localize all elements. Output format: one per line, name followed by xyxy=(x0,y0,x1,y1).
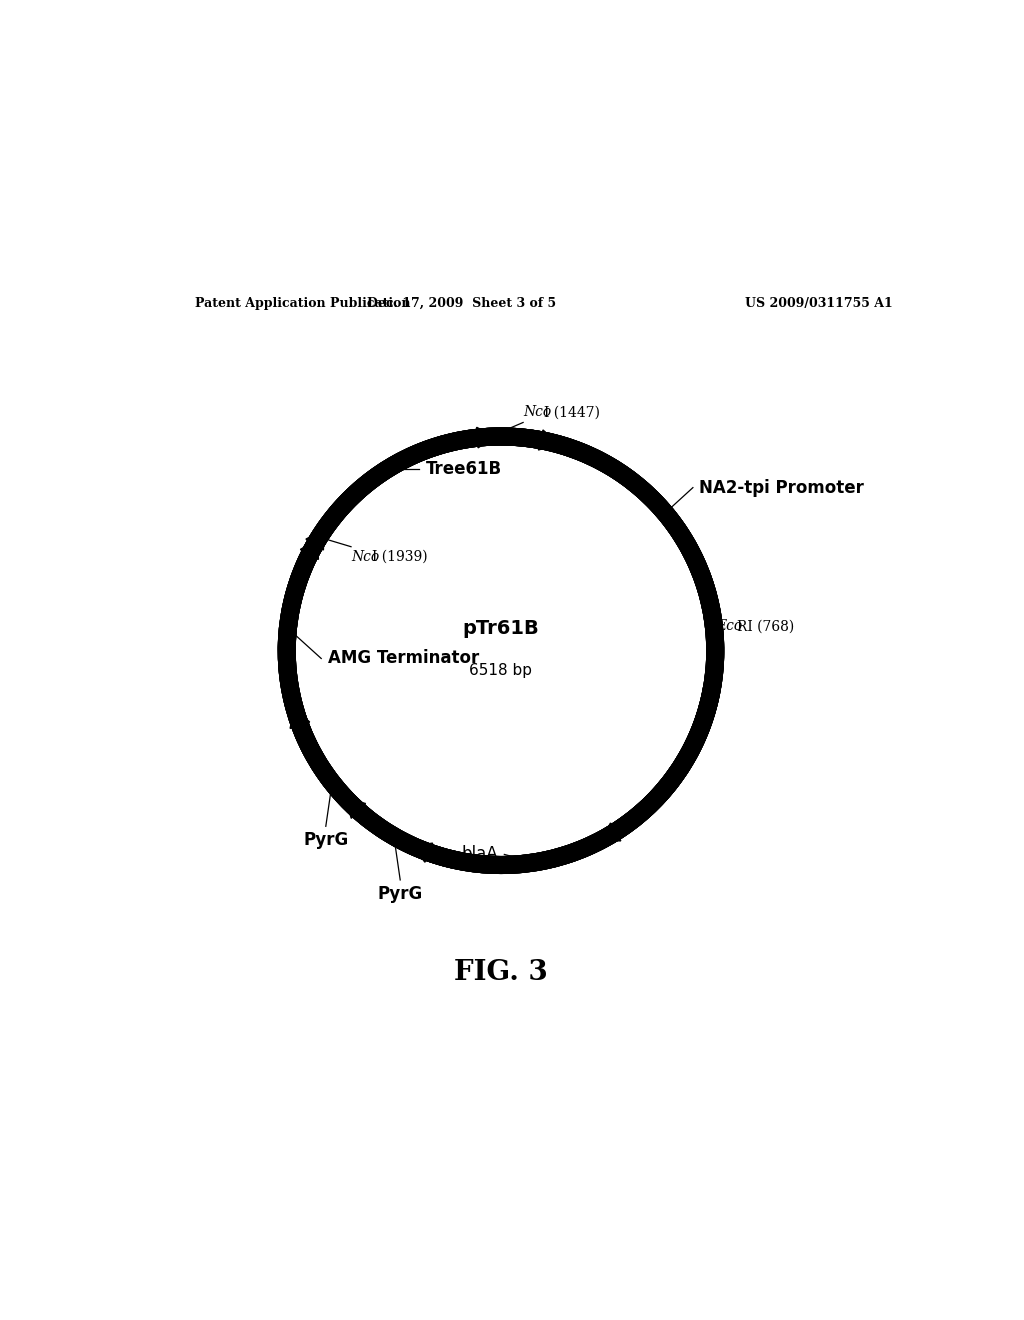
Text: NA2-tpi Promoter: NA2-tpi Promoter xyxy=(699,479,864,496)
Text: PyrG: PyrG xyxy=(378,884,423,903)
Text: Patent Application Publication: Patent Application Publication xyxy=(196,297,411,310)
Text: Tree61B: Tree61B xyxy=(426,459,502,478)
Text: US 2009/0311755 A1: US 2009/0311755 A1 xyxy=(744,297,892,310)
Text: FIG. 3: FIG. 3 xyxy=(454,958,548,986)
Polygon shape xyxy=(600,822,621,841)
Polygon shape xyxy=(346,799,366,818)
Text: I (1447): I (1447) xyxy=(544,405,600,420)
Polygon shape xyxy=(539,430,558,450)
Text: RI (768): RI (768) xyxy=(737,619,795,634)
Polygon shape xyxy=(300,539,318,560)
Text: I (1939): I (1939) xyxy=(372,550,427,564)
Text: PyrG: PyrG xyxy=(303,832,348,849)
Text: blaA: blaA xyxy=(462,845,498,863)
Text: pTr61B: pTr61B xyxy=(463,619,540,638)
Text: Nco: Nco xyxy=(523,405,551,420)
Polygon shape xyxy=(306,529,324,550)
Text: Dec. 17, 2009  Sheet 3 of 5: Dec. 17, 2009 Sheet 3 of 5 xyxy=(367,297,556,310)
Polygon shape xyxy=(413,843,433,862)
Text: Nco: Nco xyxy=(351,550,379,564)
Polygon shape xyxy=(476,428,495,447)
Text: 6518 bp: 6518 bp xyxy=(469,663,532,678)
Polygon shape xyxy=(290,709,309,729)
Text: Eco: Eco xyxy=(716,619,742,634)
Text: AMG Terminator: AMG Terminator xyxy=(328,649,479,668)
